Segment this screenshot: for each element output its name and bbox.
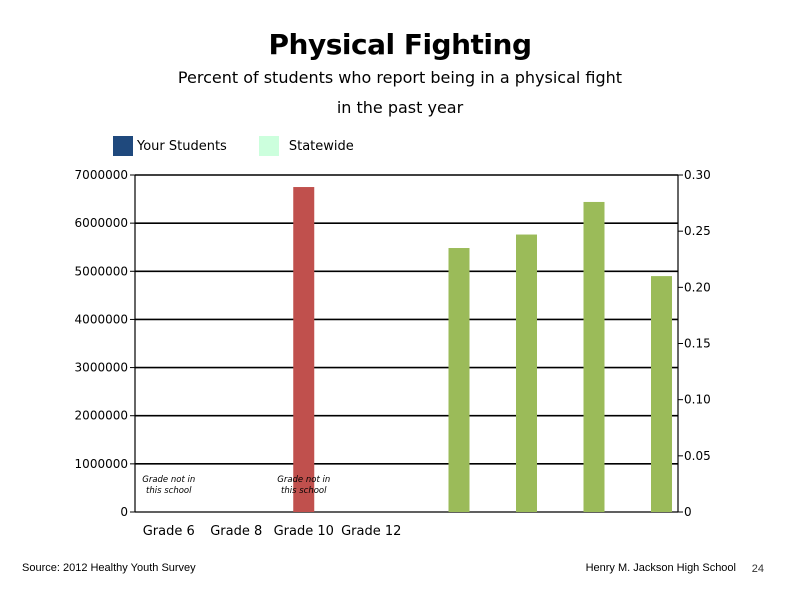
legend-swatch-your-students xyxy=(113,136,133,156)
chart-subtitle-line-2: in the past year xyxy=(336,98,464,117)
legend-label-statewide: Statewide xyxy=(288,138,354,154)
chart-title: Physical Fighting xyxy=(268,28,532,61)
left-axis-tick-label: 0 xyxy=(120,505,128,519)
source-note: Source: 2012 Healthy Youth Survey xyxy=(22,562,196,574)
left-axis-tick-label: 7000000 xyxy=(75,168,128,182)
category-label: Grade 12 xyxy=(341,524,401,539)
category-label: Grade 8 xyxy=(210,524,262,539)
school-name: Henry M. Jackson High School xyxy=(585,562,736,574)
page-number: 24 xyxy=(751,563,764,575)
right-axis-tick-label: 0.25 xyxy=(684,224,711,238)
right-axis-tick-label: 0.05 xyxy=(684,449,711,463)
bar xyxy=(651,276,672,512)
annotation-line-1: Grade not in xyxy=(142,475,195,485)
left-axis-tick-label: 1000000 xyxy=(75,457,128,471)
right-axis-tick-label: 0.10 xyxy=(684,393,711,407)
left-axis-tick-label: 5000000 xyxy=(75,264,128,278)
right-axis-tick-label: 0.30 xyxy=(684,168,711,182)
legend-swatch-statewide xyxy=(258,136,279,156)
annotation-line-2: this school xyxy=(146,486,192,496)
annotation-line-1: Grade not in xyxy=(277,475,330,485)
bar xyxy=(448,248,470,512)
right-axis-tick-label: 0.20 xyxy=(684,280,711,294)
legend-label-your-students: Your Students xyxy=(137,138,227,154)
right-axis-tick-label: 0 xyxy=(684,505,692,519)
right-axis-tick-label: 0.15 xyxy=(684,337,711,351)
left-axis-tick-label: 2000000 xyxy=(75,409,128,423)
legend: Your Students Statewide xyxy=(113,136,382,156)
left-axis-tick-label: 6000000 xyxy=(75,216,128,230)
legend-item-statewide: Statewide xyxy=(258,136,354,156)
bar xyxy=(583,201,605,512)
chart-subtitle-line-1: Percent of students who report being in … xyxy=(177,68,623,87)
left-axis-tick-label: 3000000 xyxy=(75,361,128,375)
annotation-line-2: this school xyxy=(281,486,327,496)
bar xyxy=(516,234,537,512)
bar xyxy=(293,187,315,513)
category-label: Grade 10 xyxy=(274,524,334,539)
category-label: Grade 6 xyxy=(143,524,195,539)
left-axis-tick-label: 4000000 xyxy=(75,312,128,326)
legend-item-your-students: Your Students xyxy=(113,136,227,156)
